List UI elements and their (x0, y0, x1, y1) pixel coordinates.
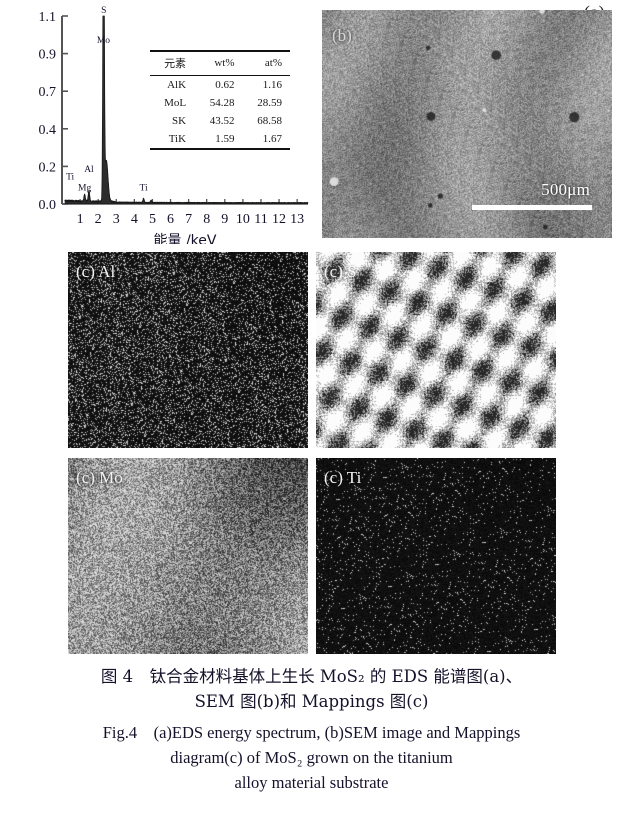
figure-caption: 图 4 钛合金材料基体上生长 MoS₂ 的 EDS 能谱图(a)、 SEM 图(… (0, 664, 623, 795)
svg-text:0.4: 0.4 (39, 123, 57, 138)
svg-text:5: 5 (149, 212, 156, 227)
mapping-image-s (316, 252, 556, 448)
svg-text:9: 9 (221, 212, 228, 227)
col-header-element: 元素 (164, 57, 187, 70)
panel-b-tag: (b) (332, 26, 352, 45)
cell-element: SK (172, 115, 187, 127)
svg-text:0.2: 0.2 (39, 160, 57, 175)
caption-en-line-3: alloy material substrate (234, 773, 389, 792)
col-header-wt: wt% (214, 57, 235, 69)
sem-image-panel: (b) 500μm (322, 10, 612, 238)
eds-spectrum-panel: 0.0 0.2 0.4 0.7 0.9 1.1 1 2 3 4 5 6 7 8 9 10 11 12 13 能量 /k… (14, 4, 314, 244)
svg-text:Mo: Mo (97, 36, 110, 46)
mapping-cell-mo: (c) Mo (68, 458, 308, 654)
mapping-cell-s: (c) S (316, 252, 556, 448)
cell-element: MoL (164, 97, 187, 109)
table-row: MoL 54.28 28.59 (150, 94, 290, 112)
table-row: AlK 0.62 1.16 (150, 76, 290, 95)
mapping-image-al (68, 252, 308, 448)
mapping-cell-al: (c) Al (68, 252, 308, 448)
mappings-grid: (c) Al (c) S (c) Mo (c) Ti (68, 252, 556, 654)
svg-text:6: 6 (167, 212, 174, 227)
scalebar-label: 500μm (541, 180, 590, 199)
cell-at: 1.67 (262, 133, 282, 145)
cell-wt: 43.52 (209, 115, 235, 127)
top-row: 0.0 0.2 0.4 0.7 0.9 1.1 1 2 3 4 5 6 7 8 9 10 11 12 13 能量 /k… (0, 0, 623, 245)
svg-text:8: 8 (203, 212, 210, 227)
caption-cn-line-2: SEM 图(b)和 Mappings 图(c) (194, 692, 429, 711)
table-row: TiK 1.59 1.67 (150, 130, 290, 149)
caption-cn-line-1: 图 4 钛合金材料基体上生长 MoS₂ 的 EDS 能谱图(a)、 (100, 667, 523, 686)
sem-micrograph (322, 10, 612, 238)
col-header-at: at% (264, 57, 282, 69)
mapping-image-ti (316, 458, 556, 654)
cell-wt: 0.62 (215, 79, 235, 91)
svg-text:2: 2 (95, 212, 102, 227)
svg-text:Ti: Ti (140, 184, 148, 194)
svg-text:7: 7 (185, 212, 192, 227)
table-head: 元素 wt% at% (150, 51, 290, 76)
scalebar-line (472, 205, 592, 210)
svg-text:0.9: 0.9 (39, 48, 57, 63)
svg-text:Mg: Mg (78, 184, 91, 194)
svg-text:1: 1 (77, 212, 84, 227)
svg-text:Al: Al (84, 165, 94, 175)
table-row: SK 43.52 68.58 (150, 112, 290, 130)
svg-text:13: 13 (290, 212, 304, 227)
table-body: AlK 0.62 1.16 MoL 54.28 28.59 SK 43.52 6… (150, 76, 290, 149)
svg-text:能量 /keV: 能量 /keV (154, 233, 217, 244)
svg-text:11: 11 (254, 212, 267, 227)
svg-text:4: 4 (131, 212, 138, 227)
svg-text:10: 10 (236, 212, 250, 227)
cell-wt: 54.28 (209, 97, 235, 109)
mapping-image-mo (68, 458, 308, 654)
cell-wt: 1.59 (215, 133, 235, 145)
table-header-row: 元素 wt% at% (150, 51, 290, 76)
mapping-cell-ti: (c) Ti (316, 458, 556, 654)
svg-text:0.7: 0.7 (39, 85, 57, 100)
svg-text:0.0: 0.0 (39, 198, 57, 213)
cell-element: AlK (167, 79, 187, 91)
cell-at: 1.16 (262, 79, 282, 91)
caption-en-line-1: Fig.4 (a)EDS energy spectrum, (b)SEM ima… (102, 723, 521, 742)
svg-text:1.1: 1.1 (39, 10, 57, 25)
cell-element: TiK (168, 133, 187, 145)
cell-at: 68.58 (257, 115, 282, 127)
svg-text:Ti: Ti (66, 172, 74, 182)
svg-text:S: S (101, 6, 106, 16)
svg-text:3: 3 (113, 212, 120, 227)
caption-en-line-2: diagram(c) of MoS₂ grown on the titanium (170, 748, 453, 767)
svg-text:12: 12 (272, 212, 286, 227)
eds-composition-table: 元素 wt% at% AlK 0.62 1.16 MoL 54.28 28.59… (150, 50, 290, 150)
cell-at: 28.59 (257, 97, 282, 109)
